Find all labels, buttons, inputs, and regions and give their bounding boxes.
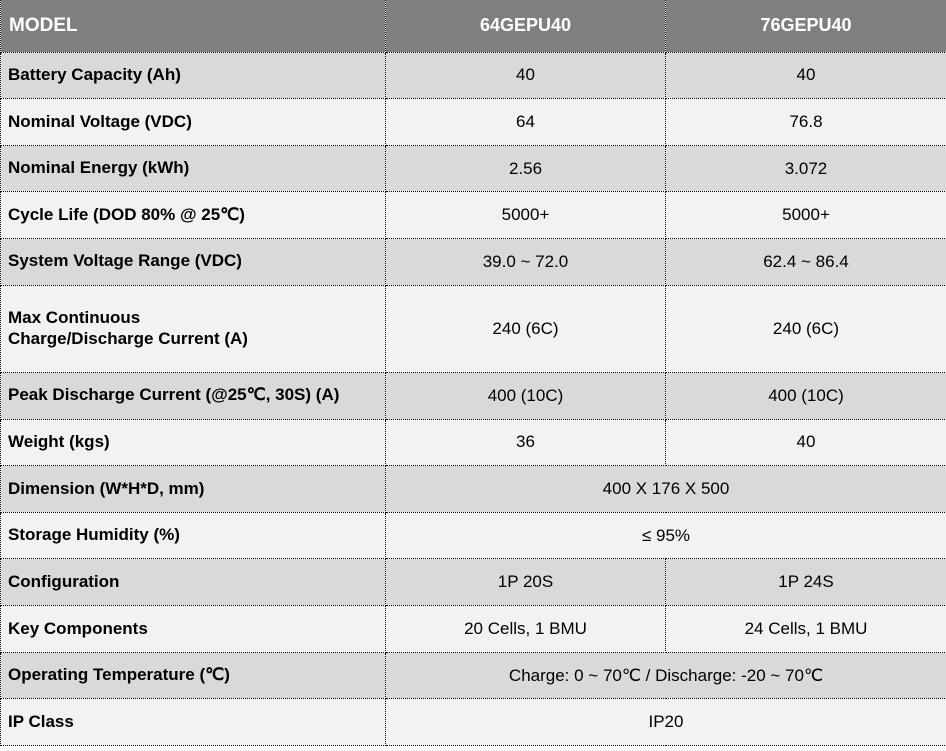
value-cell: 3.072 <box>665 144 946 193</box>
model-header-cell: MODEL <box>0 0 386 53</box>
row-label-cell: Storage Humidity (%) <box>0 511 386 560</box>
row-label-cell: Nominal Energy (kWh) <box>0 144 386 193</box>
value-cell: 1P 24S <box>665 558 946 607</box>
value-cell: 240 (6C) <box>385 284 666 373</box>
row-label-cell: Configuration <box>0 558 386 607</box>
value-cell: 40 <box>665 418 946 467</box>
value-cell: 39.0 ~ 72.0 <box>385 238 666 286</box>
value-cell-spanned: ≤ 95% <box>385 511 946 560</box>
value-cell-spanned: 400 X 176 X 500 <box>385 465 946 513</box>
value-cell: 400 (10C) <box>385 371 666 420</box>
table-row: Nominal Voltage (VDC) 64 76.8 <box>0 98 946 146</box>
table-row: Weight (kgs) 36 40 <box>0 418 946 467</box>
column-header-76gepu40: 76GEPU40 <box>665 0 946 53</box>
row-label-cell: Dimension (W*H*D, mm) <box>0 465 386 513</box>
value-cell: 5000+ <box>665 191 946 239</box>
row-label-cell: Operating Temperature (℃) <box>0 651 386 700</box>
spec-table-body: Battery Capacity (Ah) 40 40 Nominal Voltage… <box>0 51 946 746</box>
value-cell-spanned: IP20 <box>385 698 946 746</box>
table-row: Nominal Energy (kWh) 2.56 3.072 <box>0 144 946 193</box>
table-row: IP Class IP20 <box>0 698 946 746</box>
value-cell: 40 <box>665 51 946 100</box>
table-row: System Voltage Range (VDC) 39.0 ~ 72.0 62.… <box>0 238 946 286</box>
value-cell: 36 <box>385 418 666 467</box>
row-label-cell: Battery Capacity (Ah) <box>0 51 386 100</box>
value-cell: 24 Cells, 1 BMU <box>665 605 946 653</box>
value-cell: 76.8 <box>665 98 946 146</box>
column-header-64gepu40: 64GEPU40 <box>385 0 666 53</box>
row-label-cell: Cycle Life (DOD 80% @ 25℃) <box>0 191 386 239</box>
value-cell: 240 (6C) <box>665 284 946 373</box>
table-row: Configuration 1P 20S 1P 24S <box>0 558 946 607</box>
table-row: Key Components 20 Cells, 1 BMU 24 Cells, 1… <box>0 605 946 653</box>
value-cell: 2.56 <box>385 144 666 193</box>
row-label-cell: System Voltage Range (VDC) <box>0 238 386 286</box>
value-cell: 62.4 ~ 86.4 <box>665 238 946 286</box>
row-label-cell: Key Components <box>0 605 386 653</box>
table-row: Dimension (W*H*D, mm) 400 X 176 X 500 <box>0 465 946 513</box>
table-row: Peak Discharge Current (@25℃, 30S) (A) 40… <box>0 371 946 420</box>
row-label-cell: Nominal Voltage (VDC) <box>0 98 386 146</box>
header-row: MODEL 64GEPU40 76GEPU40 <box>0 0 946 53</box>
value-cell: 40 <box>385 51 666 100</box>
value-cell: 64 <box>385 98 666 146</box>
table-row: Cycle Life (DOD 80% @ 25℃) 5000+ 5000+ <box>0 191 946 239</box>
row-label-cell: Max Continuous Charge/Discharge Current … <box>0 284 386 373</box>
table-row: Max Continuous Charge/Discharge Current … <box>0 284 946 373</box>
table-row: Storage Humidity (%) ≤ 95% <box>0 511 946 560</box>
row-label-cell: Weight (kgs) <box>0 418 386 467</box>
value-cell-spanned: Charge: 0 ~ 70℃ / Discharge: -20 ~ 70℃ <box>385 651 946 700</box>
row-label-cell: Peak Discharge Current (@25℃, 30S) (A) <box>0 371 386 420</box>
row-label-cell: IP Class <box>0 698 386 746</box>
table-row: Operating Temperature (℃) Charge: 0 ~ 70℃… <box>0 651 946 700</box>
value-cell: 1P 20S <box>385 558 666 607</box>
value-cell: 400 (10C) <box>665 371 946 420</box>
value-cell: 5000+ <box>385 191 666 239</box>
value-cell: 20 Cells, 1 BMU <box>385 605 666 653</box>
table-row: Battery Capacity (Ah) 40 40 <box>0 51 946 100</box>
